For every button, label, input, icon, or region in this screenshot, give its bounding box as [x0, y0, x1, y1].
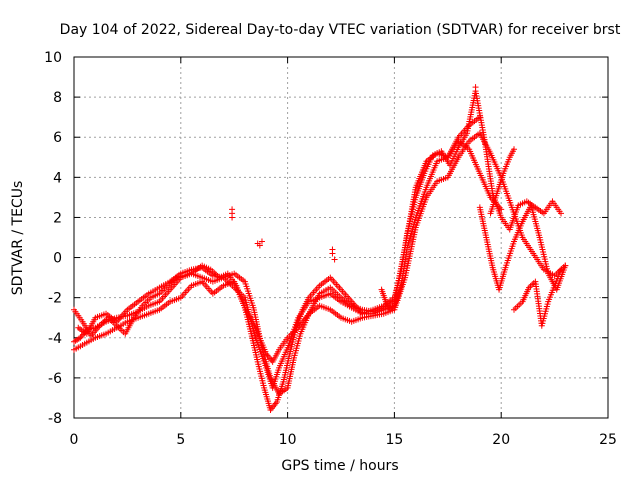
y-tick-label: 4: [53, 170, 62, 186]
data-point: [387, 306, 394, 313]
outlier-point: [329, 250, 336, 257]
data-point: [395, 290, 402, 297]
outlier-point: [472, 84, 479, 91]
data-point: [558, 210, 565, 217]
data-point: [511, 146, 518, 153]
data-point: [389, 304, 396, 311]
x-tick-label: 25: [599, 432, 617, 448]
axis-ticks: 0 5 10 15 20 25 -8 -6 -4 -2 0 2 4 6 8 10: [44, 50, 617, 448]
x-axis-label: GPS time / hours: [281, 458, 398, 474]
y-tick-label: -4: [48, 331, 62, 347]
data-marks: [71, 84, 569, 413]
data-point: [388, 305, 395, 312]
plot-frame: [73, 56, 609, 419]
y-tick-label: 0: [53, 251, 62, 267]
x-tick-label: 0: [70, 432, 79, 448]
y-tick-label: 8: [53, 90, 62, 106]
y-axis-label: SDTVAR / TECUs: [10, 181, 26, 296]
outlier-point: [331, 256, 338, 263]
outlier-point: [258, 238, 265, 245]
grid-lines: [74, 57, 608, 418]
x-tick-label: 10: [279, 432, 297, 448]
y-tick-label: 10: [44, 50, 62, 66]
data-point: [558, 266, 565, 273]
y-tick-label: -2: [48, 291, 62, 307]
y-tick-label: -6: [48, 371, 62, 387]
chart-title: Day 104 of 2022, Sidereal Day-to-day VTE…: [60, 22, 621, 38]
data-point: [562, 262, 569, 269]
outlier-point: [256, 242, 263, 249]
x-tick-label: 20: [492, 432, 510, 448]
y-tick-label: -8: [48, 411, 62, 427]
x-tick-label: 5: [176, 432, 185, 448]
outlier-point: [229, 214, 236, 221]
x-tick-label: 15: [385, 432, 403, 448]
y-tick-label: 2: [53, 210, 62, 226]
y-tick-label: 6: [53, 130, 62, 146]
